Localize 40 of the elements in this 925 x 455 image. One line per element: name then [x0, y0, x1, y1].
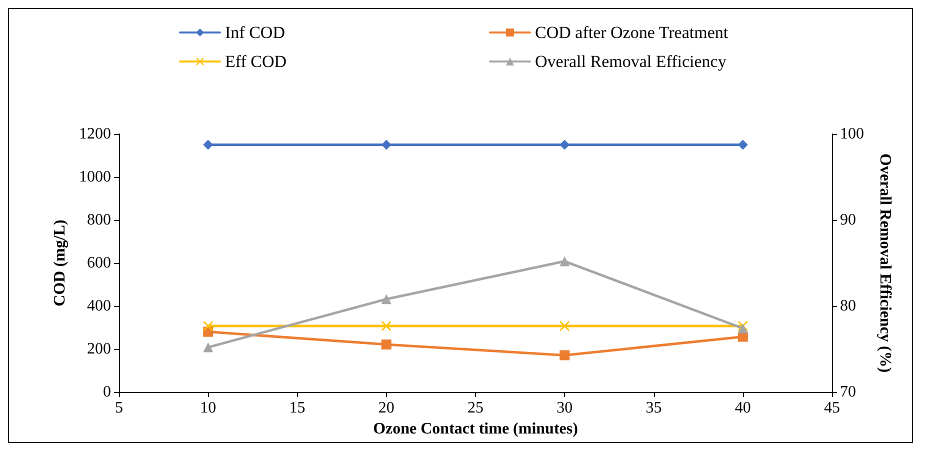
x-tick-label: 45 — [824, 400, 840, 416]
point — [560, 350, 570, 360]
x-tick-label: 25 — [468, 400, 484, 416]
point — [381, 320, 392, 331]
x-tick-label: 40 — [734, 400, 751, 416]
x-axis-title: Ozone Contact time (minutes) — [373, 420, 578, 438]
y-tick-label: 400 — [87, 298, 111, 314]
y2-tick-label: 80 — [840, 298, 856, 314]
point — [203, 342, 214, 352]
y-axis-title: COD (mg/L) — [52, 220, 69, 306]
legend-label: Eff COD — [225, 52, 287, 71]
point — [381, 339, 392, 350]
y2-tick-label: 70 — [840, 384, 856, 400]
point — [203, 320, 214, 331]
y-tick-label: 0 — [103, 384, 111, 400]
y-tick-label: 200 — [87, 340, 111, 358]
point — [738, 140, 748, 150]
point — [560, 140, 570, 150]
y-tick-label: 1000 — [79, 168, 111, 186]
legend-label: COD after Ozone Treatment — [535, 23, 728, 42]
y-tick-label: 800 — [87, 212, 111, 228]
x-tick-label: 5 — [115, 400, 123, 416]
y2-axis-title: Overall Removal Efficiency (%) — [876, 153, 894, 373]
point — [381, 140, 392, 150]
x-tick-label: 35 — [646, 400, 662, 416]
y-tick-label: 600 — [87, 254, 111, 272]
x-tick-label: 15 — [289, 400, 306, 416]
y2-tick-label: 100 — [840, 126, 864, 142]
x-tick-label: 20 — [378, 400, 394, 416]
legend-label: Overall Removal Efficiency — [535, 52, 727, 71]
point — [381, 294, 392, 304]
legend-label: Inf COD — [225, 23, 285, 42]
point — [560, 320, 570, 331]
point — [560, 256, 570, 266]
y-tick-label: 1200 — [79, 126, 111, 142]
point — [738, 323, 748, 334]
point — [203, 140, 214, 150]
x-tick-label: 10 — [200, 400, 216, 416]
x-tick-label: 30 — [556, 400, 573, 416]
y2-tick-label: 90 — [840, 212, 856, 228]
